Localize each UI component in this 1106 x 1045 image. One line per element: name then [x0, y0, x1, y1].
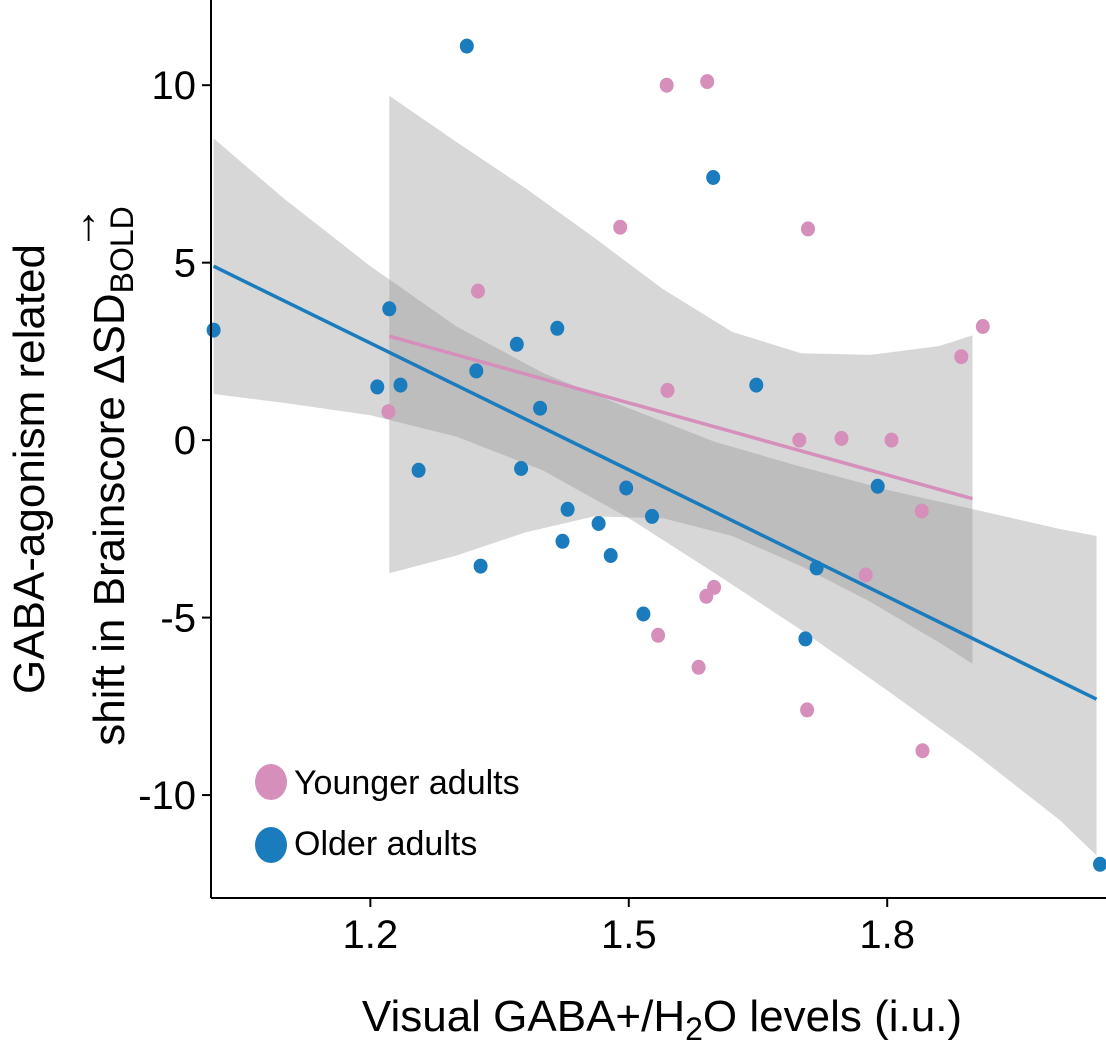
y-tick-label-2: 0 — [174, 419, 196, 463]
y-tick-label-0: 10 — [152, 64, 197, 108]
data-point-younger-adults-18 — [800, 702, 815, 718]
regression-lines — [212, 264, 1098, 701]
data-point-older-adults-14 — [591, 516, 606, 531]
data-point-older-adults-4 — [411, 462, 426, 478]
data-point-older-adults-11 — [550, 320, 565, 336]
data-point-younger-adults-4 — [700, 74, 715, 90]
data-point-older-adults-19 — [706, 170, 721, 185]
legend-swatch-older — [255, 827, 287, 863]
data-point-older-adults-7 — [473, 558, 488, 574]
data-point-younger-adults-11 — [975, 319, 990, 334]
x-tick-label-0: 1.2 — [343, 913, 399, 957]
legend-label-older: Older adults — [294, 825, 477, 863]
data-point-older-adults-16 — [619, 480, 634, 496]
data-point-older-adults-17 — [636, 606, 651, 622]
data-point-older-adults-23 — [870, 478, 885, 494]
data-point-younger-adults-10 — [954, 349, 969, 365]
data-point-younger-adults-12 — [914, 503, 929, 519]
data-point-younger-adults-17 — [691, 659, 706, 675]
data-point-younger-adults-16 — [651, 627, 666, 643]
data-point-older-adults-15 — [603, 548, 618, 563]
data-point-older-adults-13 — [560, 501, 575, 517]
y-axis-title-subscript: BOLD — [104, 206, 140, 293]
regression-line-older-adults — [212, 264, 1098, 701]
y-tick-label-3: -5 — [160, 597, 196, 641]
x-axis-ticks: 1.2 1.5 1.8 — [343, 898, 915, 957]
data-point-older-adults-6 — [469, 363, 484, 379]
data-point-older-adults-0 — [206, 322, 221, 338]
legend-swatch-younger — [255, 764, 287, 800]
y-tick-label-4: -10 — [138, 774, 196, 818]
y-axis-ticks: 10 5 0 -5 -10 — [138, 64, 211, 818]
data-point-younger-adults-5 — [660, 382, 675, 398]
data-point-younger-adults-9 — [884, 432, 899, 448]
regression-line-younger-adults — [388, 334, 973, 501]
data-point-younger-adults-19 — [915, 743, 930, 759]
data-point-older-adults-5 — [459, 38, 474, 54]
data-point-older-adults-8 — [509, 336, 524, 352]
data-point-older-adults-10 — [533, 400, 548, 416]
y-tick-label-1: 5 — [174, 242, 196, 286]
data-point-younger-adults-2 — [613, 219, 628, 235]
data-point-older-adults-20 — [749, 377, 764, 393]
data-point-older-adults-22 — [809, 560, 824, 576]
data-point-older-adults-2 — [382, 301, 397, 317]
legend: Younger adults Older adults — [255, 764, 520, 863]
data-point-older-adults-21 — [798, 631, 813, 647]
y-axis-title-arrow: → — [57, 206, 106, 250]
data-point-younger-adults-1 — [471, 283, 485, 299]
data-point-older-adults-12 — [555, 533, 570, 549]
confidence-bands — [213, 95, 1097, 856]
data-point-younger-adults-8 — [834, 430, 849, 446]
data-point-younger-adults-7 — [792, 432, 807, 448]
data-point-older-adults-9 — [514, 461, 529, 476]
x-axis-title: Visual GABA+/H2O levels (i.u.) — [362, 992, 962, 1045]
data-point-younger-adults-6 — [801, 221, 815, 237]
data-point-older-adults-18 — [645, 508, 659, 524]
x-tick-label-2: 1.8 — [859, 913, 915, 957]
legend-label-younger: Younger adults — [294, 764, 520, 802]
x-axis-title-subscript: 2 — [685, 1011, 703, 1045]
y-axis-title-line1: GABA-agonism related — [5, 244, 54, 694]
data-point-younger-adults-0 — [381, 404, 396, 420]
confidence-band-older-adults — [213, 138, 1097, 856]
data-point-younger-adults-14 — [699, 588, 714, 604]
data-point-older-adults-3 — [393, 377, 408, 393]
data-point-younger-adults-3 — [659, 77, 674, 93]
confidence-band-younger-adults — [389, 95, 973, 664]
data-point-older-adults-24 — [1093, 856, 1106, 872]
data-point-older-adults-1 — [370, 379, 385, 395]
data-point-younger-adults-15 — [858, 567, 873, 583]
x-tick-label-1: 1.5 — [601, 913, 657, 957]
y-axis-title-line2: shift in Brainscore ΔSDBOLD — [85, 206, 140, 746]
